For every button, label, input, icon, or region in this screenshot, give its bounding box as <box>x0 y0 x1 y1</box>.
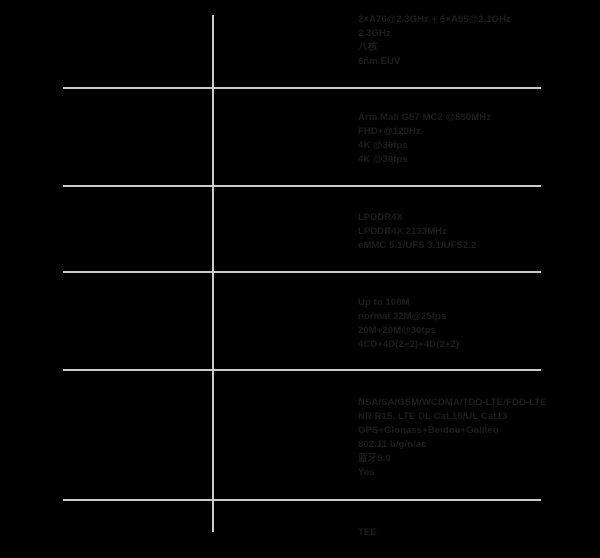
cpu-core-count: 八核 <box>358 42 378 53</box>
video-encode: 4K @30fps <box>358 140 408 151</box>
display-support: FHD+@120Hz <box>358 126 421 137</box>
row-separator-1 <box>63 87 541 89</box>
storage-type: eMMC 5.1/UFS 3.1/UFS2.2 <box>358 240 477 251</box>
spec-row-security: TEE <box>358 526 593 540</box>
process-node: 6nm EUV <box>358 56 401 67</box>
column-divider <box>212 15 214 532</box>
row-separator-4 <box>63 369 541 371</box>
cpu-max-frequency: 2.3GHz <box>358 28 391 39</box>
spec-row-memory: LPDDR4X LPDDR4X 2133MHz eMMC 5.1/UFS 3.1… <box>358 211 593 253</box>
spec-row-connectivity: NSA/SA/GSM/WCDMA/TDD-LTE/FDD-LTE NR R15,… <box>358 396 593 480</box>
camera-normal-capture: normal 32M@25fps <box>358 311 447 322</box>
spec-row-gpu: Arm Mali G57 MC2 @850MHz FHD+@120Hz 4K @… <box>358 111 593 167</box>
row-separator-2 <box>63 185 541 187</box>
gnss-systems: GPS+Glonass+Beidou+Galileo <box>358 425 499 436</box>
camera-isp-config: 4CD+4D(2+2)+4D(2+2) <box>358 339 460 350</box>
camera-max-resolution: Up to 108M <box>358 297 410 308</box>
spec-row-cpu: 2×A76@2.3GHz + 6×A55@2.1GHz 2.3GHz 八核 6n… <box>358 13 593 69</box>
modem-capability: NR R15, LTE DL Cat.15/UL Cat13 <box>358 411 508 422</box>
gpu-name: Arm Mali G57 MC2 @850MHz <box>358 112 492 123</box>
bluetooth-version: 蓝牙5.0 <box>358 453 391 464</box>
network-modes: NSA/SA/GSM/WCDMA/TDD-LTE/FDD-LTE <box>358 397 547 408</box>
row-separator-3 <box>63 271 541 273</box>
camera-dual-capture: 20M+20M@30fps <box>358 325 436 336</box>
cpu-cores-config: 2×A76@2.3GHz + 6×A55@2.1GHz <box>358 14 511 25</box>
memory-frequency: LPDDR4X 2133MHz <box>358 226 448 237</box>
row-separator-5 <box>63 499 541 501</box>
wifi-standard: 802.11 b/g/n/ac <box>358 439 427 450</box>
spec-row-camera: Up to 108M normal 32M@25fps 20M+20M@30fp… <box>358 296 593 352</box>
security-tee: TEE <box>358 527 377 538</box>
feature-supported: Yes <box>358 467 375 478</box>
memory-type: LPDDR4X <box>358 212 404 223</box>
video-decode: 4K @30fps <box>358 154 408 165</box>
